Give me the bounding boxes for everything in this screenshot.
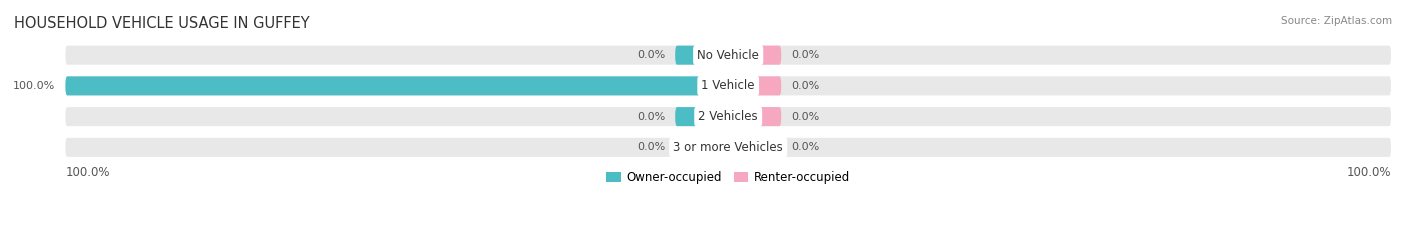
FancyBboxPatch shape xyxy=(728,138,782,157)
FancyBboxPatch shape xyxy=(728,107,782,126)
FancyBboxPatch shape xyxy=(675,46,728,65)
FancyBboxPatch shape xyxy=(728,76,782,96)
FancyBboxPatch shape xyxy=(66,138,1391,157)
Text: 0.0%: 0.0% xyxy=(792,142,820,152)
Legend: Owner-occupied, Renter-occupied: Owner-occupied, Renter-occupied xyxy=(602,167,855,189)
Text: 3 or more Vehicles: 3 or more Vehicles xyxy=(673,141,783,154)
FancyBboxPatch shape xyxy=(728,46,782,65)
Text: 100.0%: 100.0% xyxy=(13,81,55,91)
FancyBboxPatch shape xyxy=(675,107,728,126)
Text: HOUSEHOLD VEHICLE USAGE IN GUFFEY: HOUSEHOLD VEHICLE USAGE IN GUFFEY xyxy=(14,16,309,31)
Text: Source: ZipAtlas.com: Source: ZipAtlas.com xyxy=(1281,16,1392,26)
Text: 0.0%: 0.0% xyxy=(792,50,820,60)
Text: 100.0%: 100.0% xyxy=(1347,166,1391,179)
FancyBboxPatch shape xyxy=(66,76,728,96)
Text: 1 Vehicle: 1 Vehicle xyxy=(702,79,755,93)
Text: 0.0%: 0.0% xyxy=(637,50,665,60)
Text: 0.0%: 0.0% xyxy=(637,112,665,122)
FancyBboxPatch shape xyxy=(66,76,1391,96)
FancyBboxPatch shape xyxy=(66,46,1391,65)
Text: 0.0%: 0.0% xyxy=(792,112,820,122)
Text: 2 Vehicles: 2 Vehicles xyxy=(699,110,758,123)
FancyBboxPatch shape xyxy=(66,107,1391,126)
Text: 100.0%: 100.0% xyxy=(66,166,110,179)
Text: No Vehicle: No Vehicle xyxy=(697,49,759,62)
FancyBboxPatch shape xyxy=(675,138,728,157)
Text: 0.0%: 0.0% xyxy=(792,81,820,91)
Text: 0.0%: 0.0% xyxy=(637,142,665,152)
